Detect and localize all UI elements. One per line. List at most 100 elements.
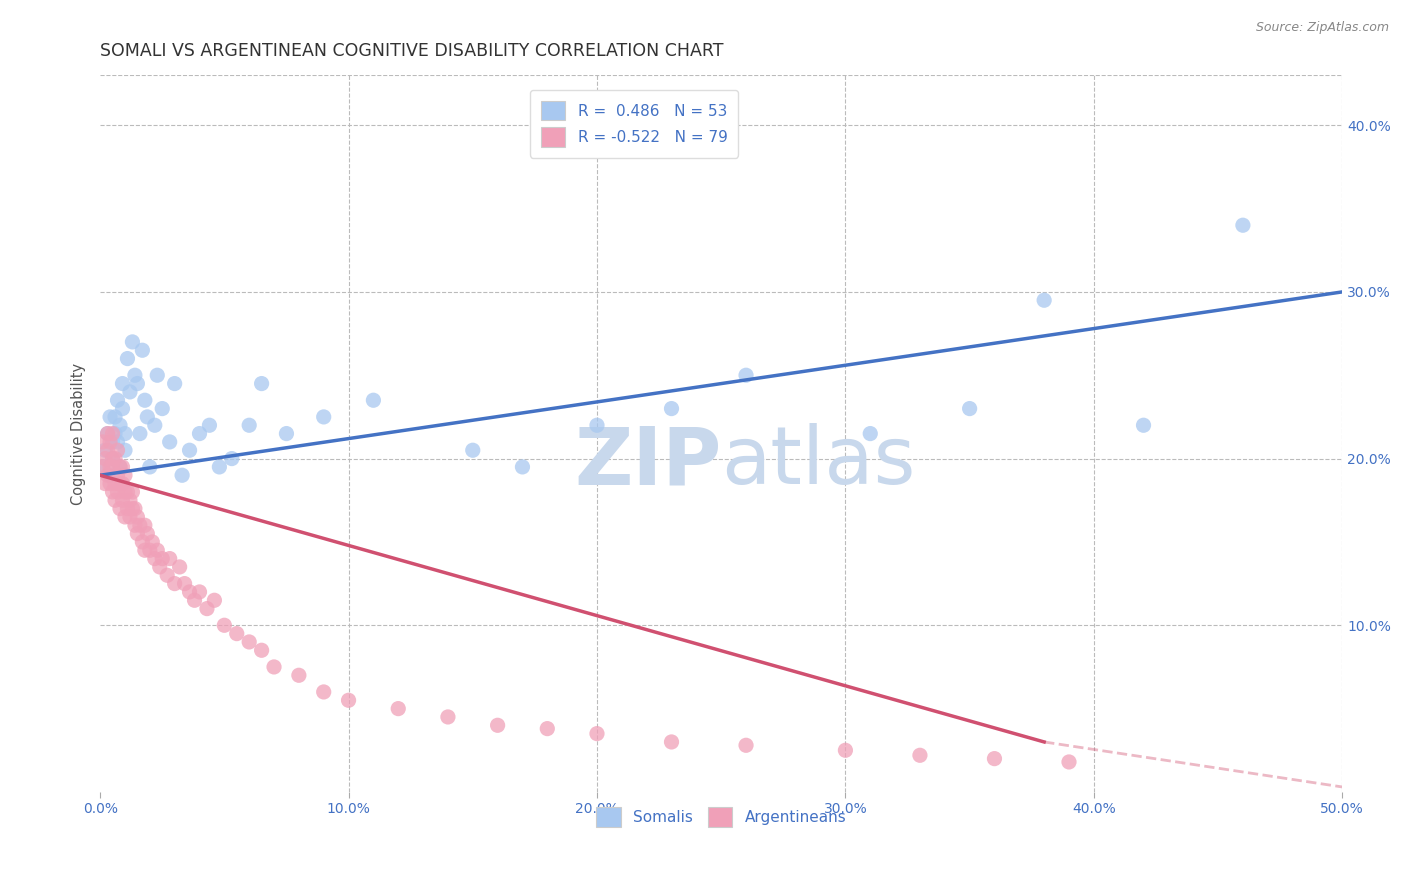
Point: [312, 685, 335, 699]
Point: [136, 526, 159, 541]
Point: [134, 393, 156, 408]
Point: [437, 710, 460, 724]
Point: [118, 510, 141, 524]
Point: [108, 476, 131, 491]
Point: [134, 518, 156, 533]
Point: [312, 409, 335, 424]
Text: atlas: atlas: [721, 423, 915, 501]
Point: [111, 376, 134, 391]
Point: [94, 476, 117, 491]
Point: [143, 551, 166, 566]
Legend: Somalis, Argentineans: Somalis, Argentineans: [589, 799, 853, 835]
Point: [131, 535, 153, 549]
Point: [131, 343, 153, 358]
Point: [179, 585, 201, 599]
Point: [195, 601, 218, 615]
Point: [188, 426, 211, 441]
Point: [114, 426, 136, 441]
Point: [1232, 218, 1254, 232]
Point: [337, 693, 360, 707]
Point: [91, 434, 114, 449]
Point: [114, 484, 136, 499]
Point: [150, 401, 173, 416]
Point: [104, 409, 127, 424]
Point: [97, 468, 120, 483]
Point: [94, 451, 117, 466]
Point: [114, 468, 136, 483]
Point: [121, 484, 143, 499]
Point: [134, 543, 156, 558]
Point: [108, 459, 131, 474]
Point: [198, 418, 221, 433]
Point: [536, 722, 558, 736]
Point: [107, 393, 129, 408]
Point: [111, 459, 134, 474]
Point: [250, 643, 273, 657]
Point: [101, 451, 124, 466]
Y-axis label: Cognitive Disability: Cognitive Disability: [72, 362, 86, 505]
Point: [586, 726, 609, 740]
Point: [735, 739, 758, 753]
Point: [208, 459, 231, 474]
Point: [98, 476, 121, 491]
Point: [107, 484, 129, 499]
Point: [127, 526, 149, 541]
Point: [150, 551, 173, 566]
Text: ZIP: ZIP: [574, 423, 721, 501]
Point: [111, 493, 134, 508]
Point: [179, 443, 201, 458]
Point: [263, 660, 285, 674]
Point: [983, 751, 1005, 765]
Point: [156, 568, 179, 582]
Point: [173, 576, 195, 591]
Point: [172, 468, 194, 483]
Point: [108, 418, 131, 433]
Point: [512, 459, 534, 474]
Point: [238, 418, 260, 433]
Point: [163, 576, 186, 591]
Point: [363, 393, 385, 408]
Point: [111, 476, 134, 491]
Point: [127, 376, 149, 391]
Point: [104, 476, 127, 491]
Point: [221, 451, 243, 466]
Point: [108, 501, 131, 516]
Point: [104, 451, 127, 466]
Point: [98, 434, 121, 449]
Point: [97, 426, 120, 441]
Point: [139, 459, 162, 474]
Point: [1057, 755, 1080, 769]
Point: [111, 401, 134, 416]
Point: [124, 368, 146, 383]
Point: [98, 459, 121, 474]
Point: [661, 401, 683, 416]
Point: [117, 501, 139, 516]
Point: [959, 401, 981, 416]
Point: [118, 384, 141, 399]
Point: [121, 334, 143, 349]
Point: [108, 459, 131, 474]
Point: [169, 560, 191, 574]
Point: [1033, 293, 1056, 308]
Text: Source: ZipAtlas.com: Source: ZipAtlas.com: [1256, 21, 1389, 34]
Point: [461, 443, 484, 458]
Point: [214, 618, 236, 632]
Point: [146, 368, 169, 383]
Point: [101, 459, 124, 474]
Point: [128, 518, 150, 533]
Point: [139, 543, 162, 558]
Point: [97, 443, 120, 458]
Point: [91, 459, 114, 474]
Point: [136, 409, 159, 424]
Point: [91, 459, 114, 474]
Point: [163, 376, 186, 391]
Point: [908, 748, 931, 763]
Point: [149, 560, 172, 574]
Point: [124, 501, 146, 516]
Point: [124, 518, 146, 533]
Point: [143, 418, 166, 433]
Point: [97, 426, 120, 441]
Point: [225, 626, 247, 640]
Point: [202, 593, 225, 607]
Point: [250, 376, 273, 391]
